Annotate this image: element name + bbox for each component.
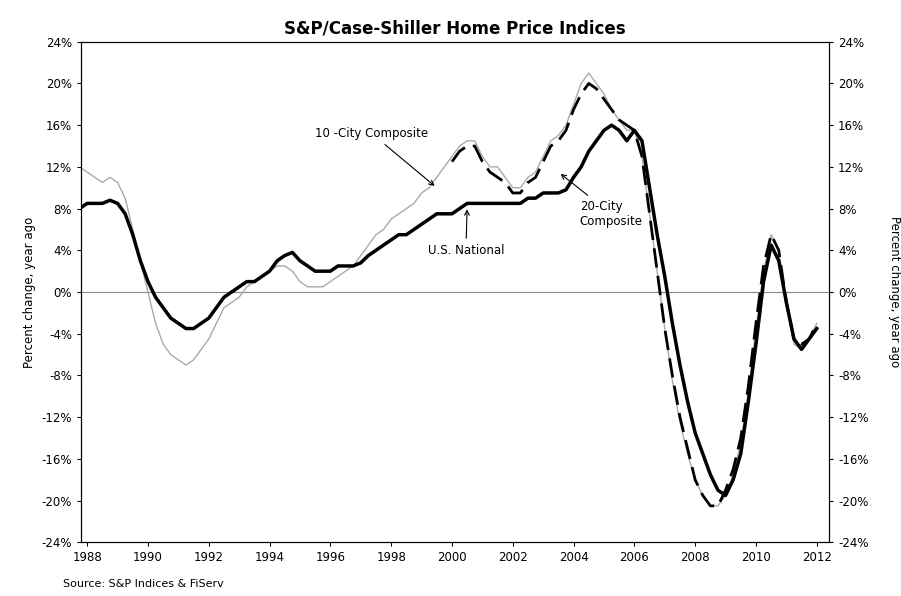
Y-axis label: Percent change, year ago: Percent change, year ago — [23, 216, 36, 368]
Title: S&P/Case-Shiller Home Price Indices: S&P/Case-Shiller Home Price Indices — [284, 20, 626, 38]
Text: 20-City
Composite: 20-City Composite — [561, 175, 642, 228]
Y-axis label: Percent change, year ago: Percent change, year ago — [887, 216, 901, 368]
Text: U.S. National: U.S. National — [428, 210, 505, 257]
Text: Source: S&P Indices & FiServ: Source: S&P Indices & FiServ — [63, 579, 223, 589]
Text: 10 -City Composite: 10 -City Composite — [315, 127, 433, 185]
